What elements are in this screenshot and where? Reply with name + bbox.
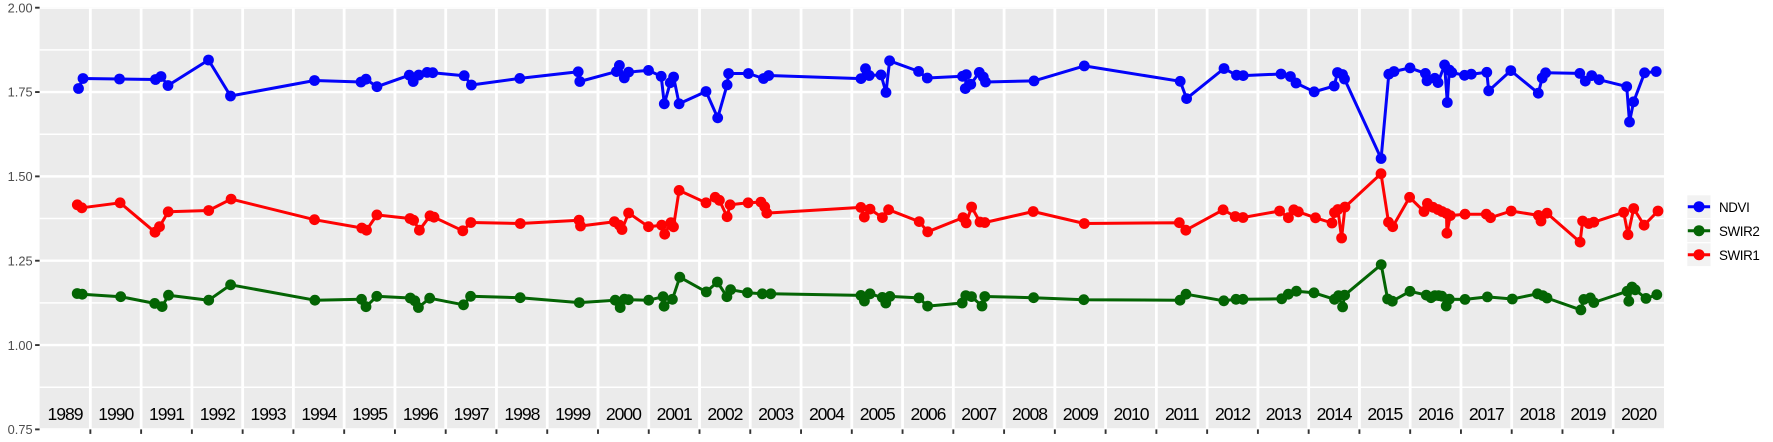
svg-text:2017: 2017 (1469, 404, 1504, 424)
svg-text:2008: 2008 (1012, 404, 1048, 424)
svg-text:2.00: 2.00 (8, 0, 33, 15)
svg-text:2009: 2009 (1063, 404, 1098, 424)
svg-text:1.00: 1.00 (8, 338, 33, 353)
svg-text:1997: 1997 (454, 404, 489, 424)
svg-text:1989: 1989 (48, 404, 83, 424)
svg-text:2000: 2000 (606, 404, 642, 424)
svg-text:NDVI: NDVI (1719, 200, 1749, 215)
svg-text:1996: 1996 (403, 404, 439, 424)
svg-text:2007: 2007 (961, 404, 996, 424)
svg-text:2014: 2014 (1317, 404, 1353, 424)
svg-text:2006: 2006 (910, 404, 946, 424)
svg-text:2019: 2019 (1570, 404, 1605, 424)
svg-text:1.50: 1.50 (8, 169, 33, 184)
svg-text:1993: 1993 (251, 404, 287, 424)
svg-text:SWIR1: SWIR1 (1719, 248, 1759, 263)
svg-text:1992: 1992 (200, 404, 235, 424)
svg-text:1994: 1994 (301, 404, 337, 424)
svg-text:2020: 2020 (1621, 404, 1657, 424)
svg-text:2010: 2010 (1114, 404, 1150, 424)
svg-text:1995: 1995 (352, 404, 388, 424)
svg-text:1.25: 1.25 (8, 253, 33, 268)
svg-text:2001: 2001 (657, 404, 692, 424)
svg-text:2003: 2003 (758, 404, 794, 424)
svg-text:2013: 2013 (1266, 404, 1302, 424)
svg-text:2005: 2005 (860, 404, 896, 424)
svg-text:2002: 2002 (707, 404, 742, 424)
svg-text:2011: 2011 (1165, 404, 1199, 424)
svg-text:1990: 1990 (98, 404, 134, 424)
svg-text:2012: 2012 (1215, 404, 1250, 424)
svg-text:2016: 2016 (1418, 404, 1454, 424)
svg-text:1999: 1999 (555, 404, 590, 424)
svg-text:1998: 1998 (504, 404, 540, 424)
svg-text:0.75: 0.75 (8, 422, 33, 437)
svg-text:2018: 2018 (1520, 404, 1556, 424)
svg-text:SWIR2: SWIR2 (1719, 224, 1759, 239)
svg-text:2015: 2015 (1367, 404, 1403, 424)
svg-text:2004: 2004 (809, 404, 845, 424)
svg-text:1.75: 1.75 (8, 85, 33, 100)
svg-text:1991: 1991 (149, 404, 184, 424)
